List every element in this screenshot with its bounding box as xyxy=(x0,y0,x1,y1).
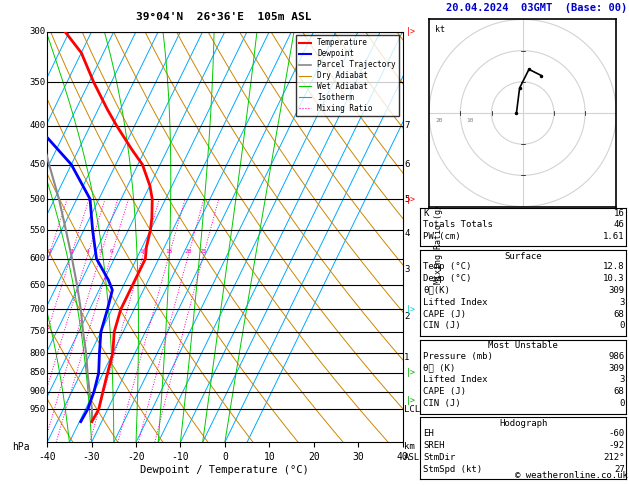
Text: StmSpd (kt): StmSpd (kt) xyxy=(423,465,482,474)
Text: 2: 2 xyxy=(47,249,51,254)
Text: 4: 4 xyxy=(404,229,409,238)
Text: 16: 16 xyxy=(614,209,625,219)
Text: 600: 600 xyxy=(30,254,45,263)
Text: 20: 20 xyxy=(435,119,443,123)
Text: 500: 500 xyxy=(30,194,45,204)
Text: 950: 950 xyxy=(30,405,45,414)
Text: 300: 300 xyxy=(30,27,45,36)
Text: Pressure (mb): Pressure (mb) xyxy=(423,352,493,361)
Text: 68: 68 xyxy=(614,387,625,397)
Text: Temp (°C): Temp (°C) xyxy=(423,262,472,271)
Text: 39°04'N  26°36'E  105m ASL: 39°04'N 26°36'E 105m ASL xyxy=(135,12,311,22)
Text: 986: 986 xyxy=(608,352,625,361)
Text: 20: 20 xyxy=(185,249,192,254)
Text: Dewp (°C): Dewp (°C) xyxy=(423,274,472,283)
Text: 450: 450 xyxy=(30,160,45,169)
Text: 46: 46 xyxy=(614,221,625,229)
Text: |>: |> xyxy=(406,27,416,36)
Text: K: K xyxy=(423,209,429,219)
Text: EH: EH xyxy=(423,430,434,438)
Text: 800: 800 xyxy=(30,348,45,358)
Text: Hodograph: Hodograph xyxy=(499,419,547,428)
Text: LCL: LCL xyxy=(404,405,420,414)
Text: Most Unstable: Most Unstable xyxy=(488,341,559,350)
Text: PW (cm): PW (cm) xyxy=(423,232,461,242)
Text: 700: 700 xyxy=(30,305,45,314)
Text: 650: 650 xyxy=(30,280,45,290)
Text: 3: 3 xyxy=(404,265,409,274)
Text: 2: 2 xyxy=(404,312,409,321)
Text: 900: 900 xyxy=(30,387,45,396)
Text: 350: 350 xyxy=(30,78,45,87)
Text: |>: |> xyxy=(406,305,416,314)
Text: 0: 0 xyxy=(619,399,625,408)
Text: CIN (J): CIN (J) xyxy=(423,399,461,408)
Text: Lifted Index: Lifted Index xyxy=(423,376,488,384)
Text: CIN (J): CIN (J) xyxy=(423,322,461,330)
Text: 850: 850 xyxy=(30,368,45,378)
Text: 6: 6 xyxy=(110,249,114,254)
Text: θᴄ(K): θᴄ(K) xyxy=(423,286,450,295)
Text: Mixing Ratio (g/kg): Mixing Ratio (g/kg) xyxy=(433,190,443,284)
Text: CAPE (J): CAPE (J) xyxy=(423,387,466,397)
Text: 15: 15 xyxy=(165,249,173,254)
Text: 309: 309 xyxy=(608,286,625,295)
Text: 6: 6 xyxy=(404,160,409,169)
Text: kt: kt xyxy=(435,25,445,34)
Text: StmDir: StmDir xyxy=(423,453,455,462)
Text: 1: 1 xyxy=(404,353,409,362)
Text: 309: 309 xyxy=(608,364,625,373)
X-axis label: Dewpoint / Temperature (°C): Dewpoint / Temperature (°C) xyxy=(140,465,309,475)
Legend: Temperature, Dewpoint, Parcel Trajectory, Dry Adiabat, Wet Adiabat, Isotherm, Mi: Temperature, Dewpoint, Parcel Trajectory… xyxy=(296,35,399,116)
Text: 68: 68 xyxy=(614,310,625,319)
Text: 0: 0 xyxy=(619,322,625,330)
Text: 7: 7 xyxy=(404,122,409,130)
Text: Surface: Surface xyxy=(504,252,542,260)
Text: 12.8: 12.8 xyxy=(603,262,625,271)
Text: |>: |> xyxy=(406,368,416,378)
Text: 10: 10 xyxy=(140,249,147,254)
Text: 20.04.2024  03GMT  (Base: 00): 20.04.2024 03GMT (Base: 00) xyxy=(447,3,628,14)
Text: hPa: hPa xyxy=(12,442,30,452)
Text: 5: 5 xyxy=(99,249,103,254)
Text: 1.61: 1.61 xyxy=(603,232,625,242)
Text: -92: -92 xyxy=(608,441,625,451)
Text: 3: 3 xyxy=(619,376,625,384)
Text: 10: 10 xyxy=(467,119,474,123)
Text: 25: 25 xyxy=(200,249,208,254)
Text: |>: |> xyxy=(406,194,416,204)
Text: Lifted Index: Lifted Index xyxy=(423,298,488,307)
Text: 3: 3 xyxy=(70,249,74,254)
Text: © weatheronline.co.uk: © weatheronline.co.uk xyxy=(515,471,628,480)
Text: 550: 550 xyxy=(30,226,45,235)
Text: 10.3: 10.3 xyxy=(603,274,625,283)
Text: 4: 4 xyxy=(86,249,90,254)
Text: SREH: SREH xyxy=(423,441,445,451)
Text: 5: 5 xyxy=(404,194,409,204)
Text: |>: |> xyxy=(406,396,416,405)
Text: 3: 3 xyxy=(619,298,625,307)
Text: 400: 400 xyxy=(30,122,45,130)
Text: 750: 750 xyxy=(30,328,45,336)
Text: CAPE (J): CAPE (J) xyxy=(423,310,466,319)
Text: km
ASL: km ASL xyxy=(404,442,420,462)
Text: θᴄ (K): θᴄ (K) xyxy=(423,364,455,373)
Text: Totals Totals: Totals Totals xyxy=(423,221,493,229)
Text: -60: -60 xyxy=(608,430,625,438)
Text: 212°: 212° xyxy=(603,453,625,462)
Text: 27: 27 xyxy=(614,465,625,474)
